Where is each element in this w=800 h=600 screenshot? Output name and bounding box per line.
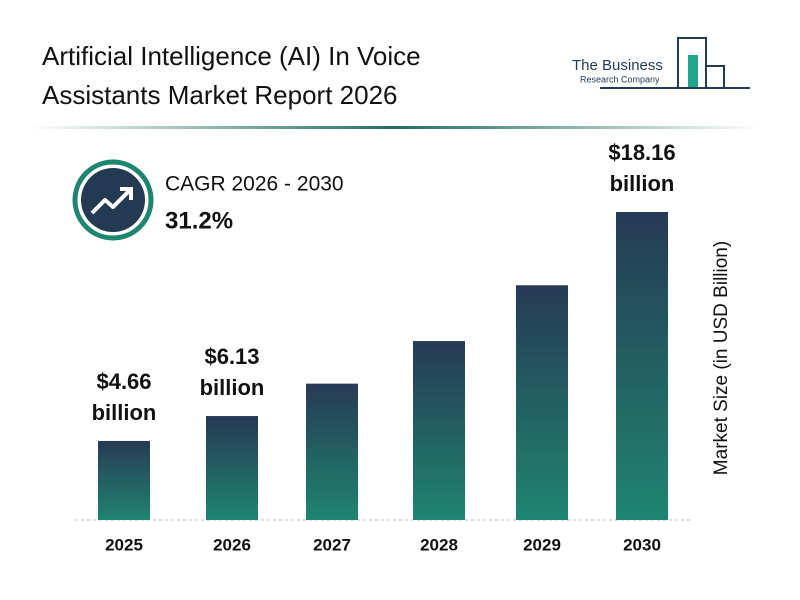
cagr-badge (72, 159, 154, 241)
x-tick-label: 2026 (213, 535, 251, 554)
logo-text: The Business (572, 57, 663, 74)
cagr-label: CAGR 2026 - 2030 (165, 173, 344, 196)
data-label: $18.16 billion (608, 140, 675, 196)
data-label: $4.66 billion (92, 369, 157, 425)
chart-title: Assistants Market Report 2026 (42, 80, 398, 110)
x-tick-label: 2029 (523, 535, 561, 554)
bar (516, 285, 568, 520)
x-tick-label: 2028 (420, 535, 458, 554)
x-tick-label: 2030 (623, 535, 661, 554)
bar (306, 383, 358, 520)
bar (206, 416, 258, 520)
bar (616, 212, 668, 520)
logo: The Business Research Company (572, 37, 750, 89)
logo-text: Research Company (580, 74, 660, 84)
bar (98, 440, 150, 520)
separator (30, 126, 760, 129)
bar (413, 341, 465, 520)
chart-title: Artificial Intelligence (AI) In Voice (42, 41, 421, 71)
data-label: $6.13 billion (200, 344, 265, 400)
y-axis-label: Market Size (in USD Billion) (711, 241, 732, 475)
cagr-value: 31.2% (165, 207, 233, 234)
x-tick-label: 2025 (105, 535, 143, 554)
x-tick-label: 2027 (313, 535, 351, 554)
